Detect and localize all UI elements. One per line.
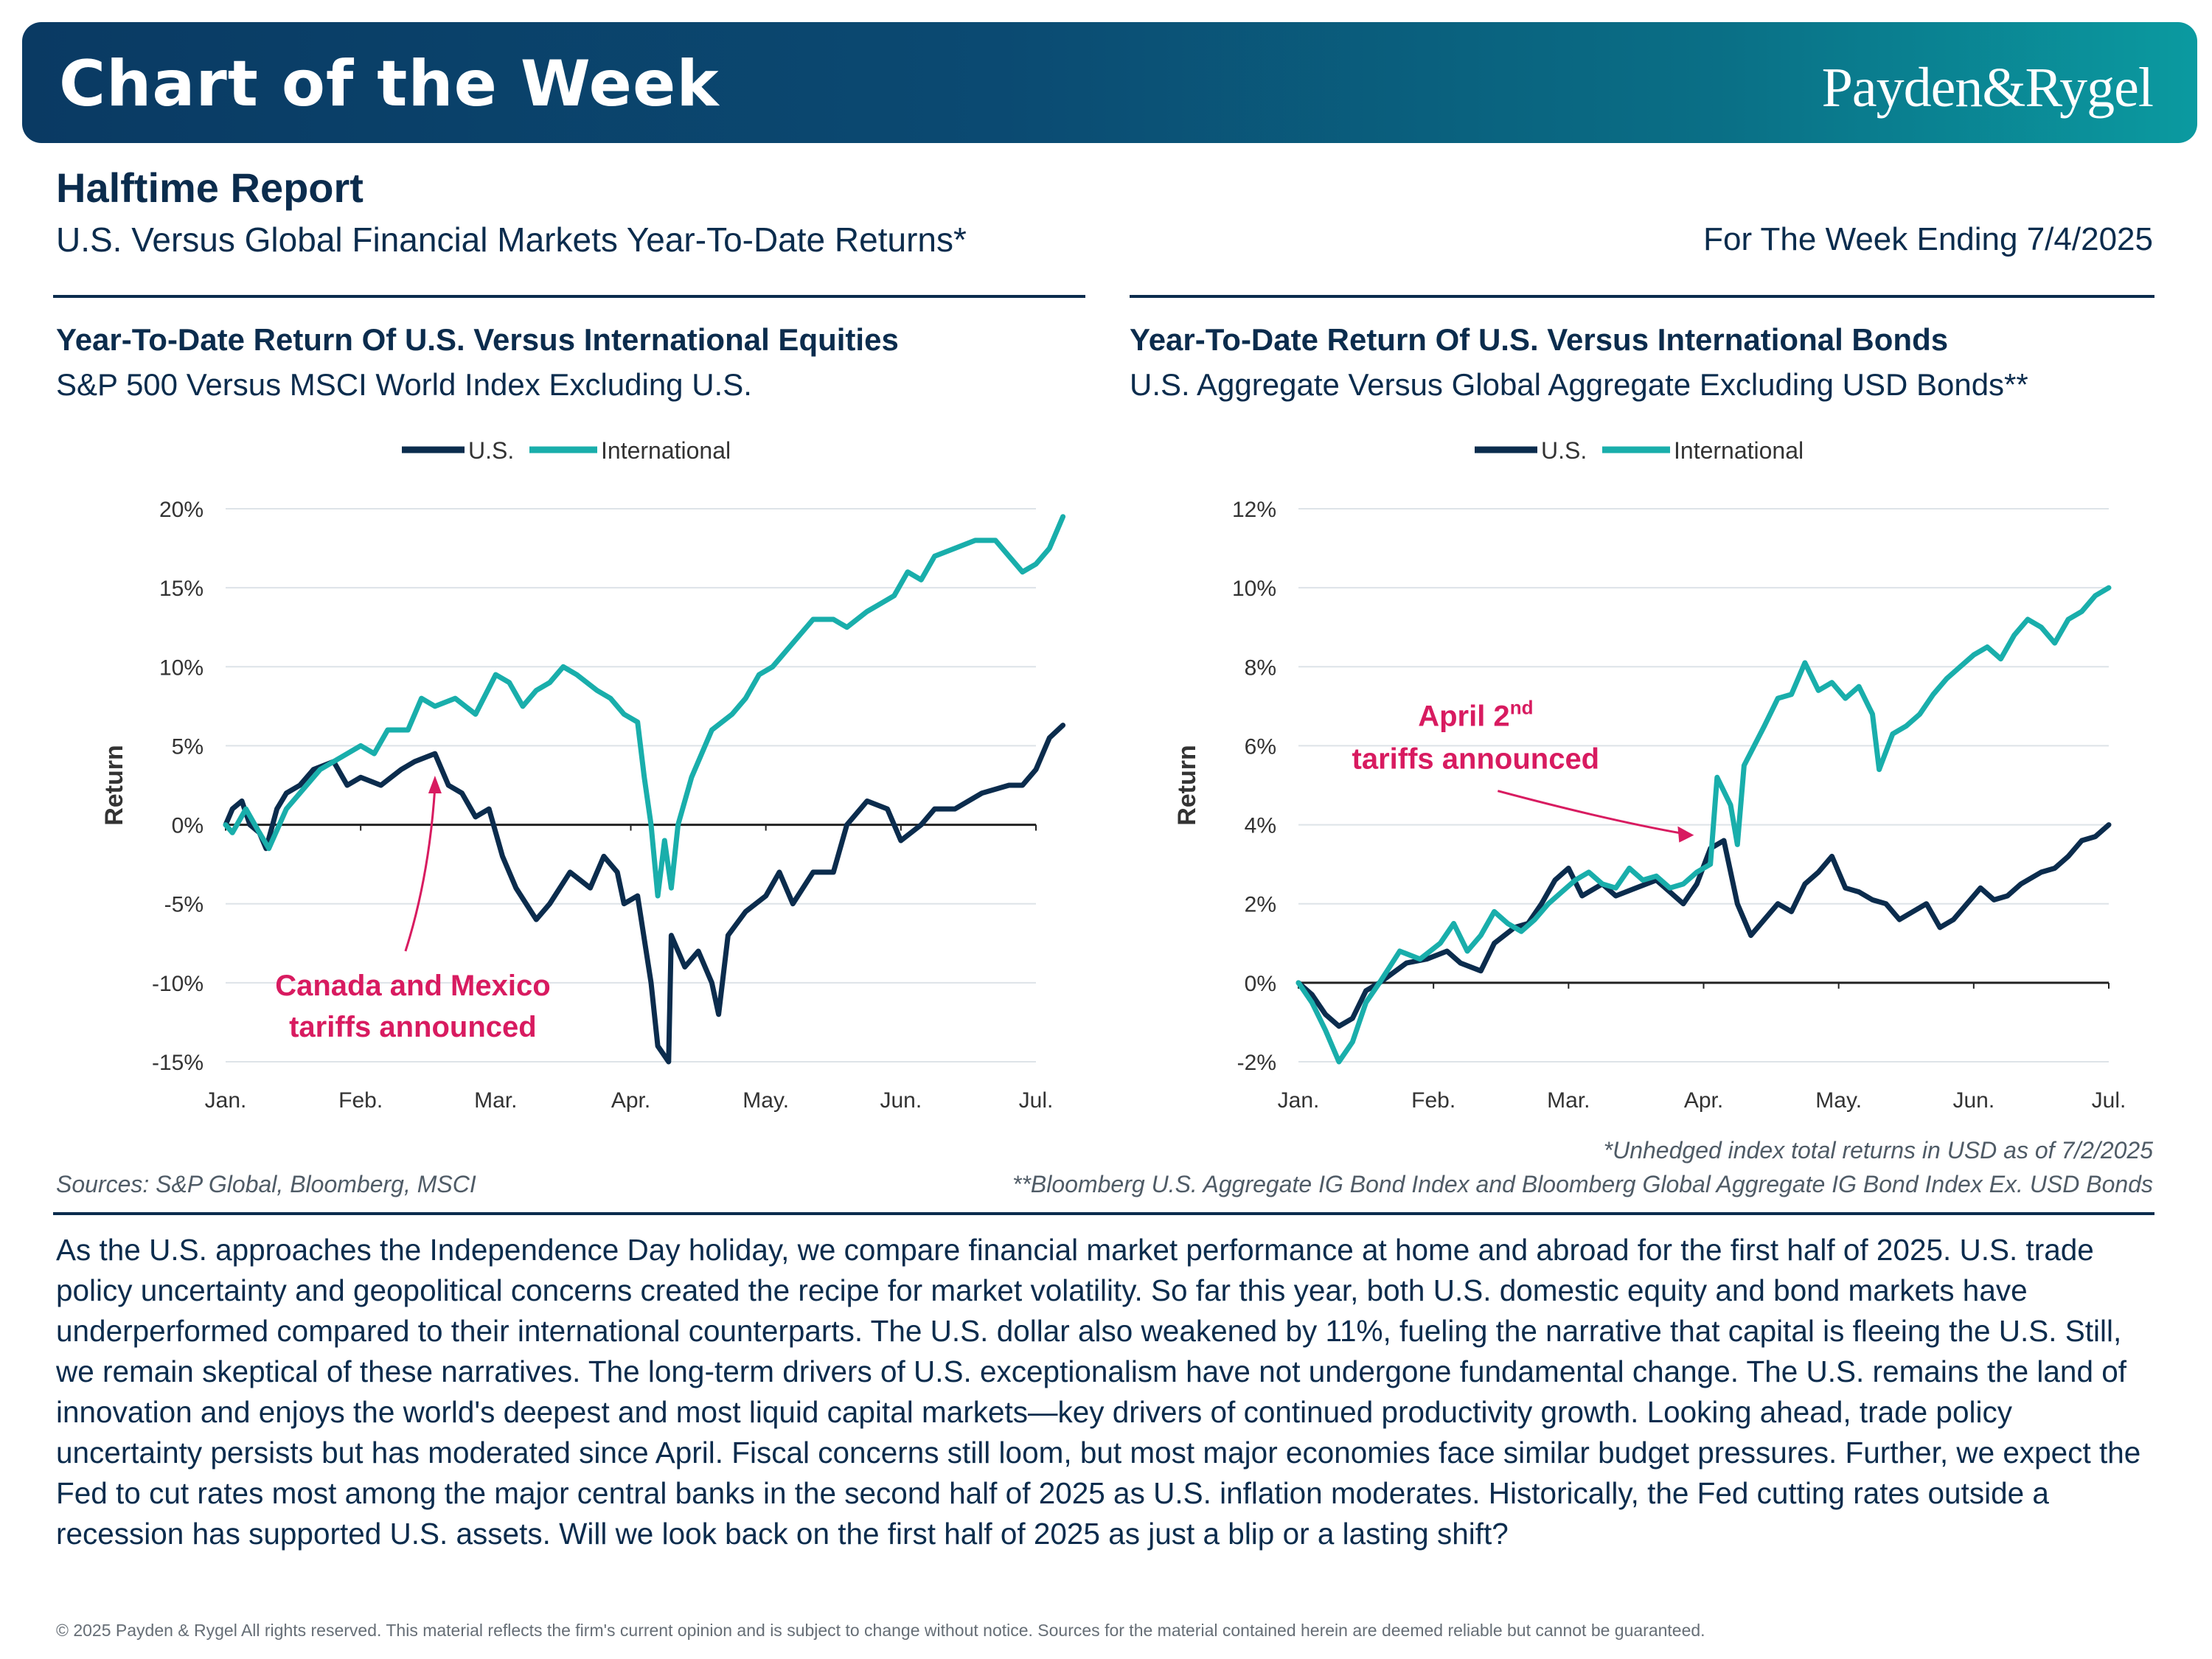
- bonds-xtick-label: Feb.: [1411, 1088, 1455, 1113]
- report-title: Halftime Report: [56, 164, 364, 211]
- equities-annotation-arrowhead: [428, 776, 442, 793]
- bonds-chart-subtitle: U.S. Aggregate Versus Global Aggregate E…: [1130, 367, 2028, 402]
- equities-annotation-line2: tariffs announced: [289, 1011, 537, 1043]
- equities-xtick-label: Feb.: [338, 1088, 383, 1113]
- banner-title: Chart of the Week: [59, 47, 720, 121]
- equities-ytick-label: 10%: [159, 655, 204, 680]
- bonds-ytick-label: 4%: [1245, 814, 1276, 838]
- equities-ytick-label: 15%: [159, 577, 204, 601]
- week-ending-date: For The Week Ending 7/4/2025: [1703, 221, 2153, 257]
- equities-xtick-label: Mar.: [474, 1088, 517, 1113]
- bonds-annotation-superscript: nd: [1510, 697, 1534, 719]
- bonds-xtick-label: Apr.: [1684, 1088, 1723, 1113]
- bonds-xtick-label: Jan.: [1278, 1088, 1320, 1113]
- equities-legend-intl-label: International: [601, 437, 731, 464]
- left-panel-rule: [53, 295, 1085, 298]
- bonds-xtick-label: Jul.: [2092, 1088, 2126, 1113]
- bonds-ytick-label: 2%: [1245, 893, 1276, 917]
- equities-series-international-line: [223, 514, 1066, 899]
- bonds-ytick-label: 6%: [1245, 734, 1276, 759]
- bonds-annotation-line1: April 2nd: [1418, 697, 1533, 733]
- equities-ytick-label: -15%: [152, 1051, 204, 1075]
- bonds-annotation-arrowhead: [1677, 826, 1694, 843]
- bonds-xtick-label: Mar.: [1547, 1088, 1590, 1113]
- bonds-series-international-line: [1295, 585, 2112, 1065]
- bonds-ytick-label: 0%: [1245, 972, 1276, 996]
- bonds-annotation-line2: tariffs announced: [1352, 743, 1600, 776]
- equities-annotation: Canada and Mexico tariffs announced: [275, 776, 551, 1043]
- bonds-ytick-label: 10%: [1232, 577, 1276, 601]
- equities-xtick-label: Jun.: [880, 1088, 922, 1113]
- equities-ytick-label: 5%: [172, 734, 204, 759]
- equities-annotation-line1: Canada and Mexico: [275, 970, 550, 1002]
- bonds-legend-us-label: U.S.: [1541, 437, 1587, 464]
- bonds-series-us-line: [1295, 822, 2112, 1029]
- bonds-ytick-label: 8%: [1245, 655, 1276, 680]
- bonds-annotation: April 2nd tariffs announced: [1352, 697, 1694, 843]
- equities-ylabel: Return: [100, 745, 128, 826]
- equities-xtick-label: Apr.: [611, 1088, 650, 1113]
- sources-note: Sources: S&P Global, Bloomberg, MSCI: [56, 1171, 476, 1197]
- brand-logo: Payden&Rygel: [1821, 57, 2154, 119]
- unhedged-note: *Unhedged index total returns in USD as …: [1603, 1137, 2153, 1164]
- equities-xtick-label: Jul.: [1019, 1088, 1054, 1113]
- bonds-annotation-arrow: [1497, 790, 1684, 835]
- bonds-legend: U.S. International: [1475, 437, 1804, 464]
- equities-chart: U.S. International 20% 15% 10% 5% 0% -5% -10% -15…: [100, 437, 1066, 1113]
- body-rule: [53, 1212, 2154, 1215]
- bonds-ylabel: Return: [1173, 745, 1201, 826]
- right-panel-rule: [1130, 295, 2154, 298]
- bonds-chart-title: Year-To-Date Return Of U.S. Versus Inter…: [1130, 322, 1949, 357]
- equities-ytick-label: 20%: [159, 498, 204, 522]
- bonds-xtick-label: May.: [1815, 1088, 1862, 1113]
- equities-annotation-arrow: [404, 787, 437, 952]
- commentary-text: As the U.S. approaches the Independence …: [56, 1233, 2141, 1551]
- equities-chart-title: Year-To-Date Return Of U.S. Versus Inter…: [56, 322, 899, 357]
- equities-xtick-label: Jan.: [205, 1088, 247, 1113]
- bonds-ytick-label: 12%: [1232, 498, 1276, 522]
- header-banner: Chart of the Week Payden&Rygel: [22, 22, 2197, 143]
- equities-legend-us-label: U.S.: [468, 437, 514, 464]
- equities-ytick-label: 0%: [172, 814, 204, 838]
- equities-ytick-label: -10%: [152, 972, 204, 996]
- bonds-legend-intl-label: International: [1674, 437, 1804, 464]
- equities-legend: U.S. International: [402, 437, 731, 464]
- bonds-xtick-label: Jun.: [1952, 1088, 1994, 1113]
- report-subtitle: U.S. Versus Global Financial Markets Yea…: [56, 220, 967, 259]
- equities-xtick-label: May.: [742, 1088, 789, 1113]
- copyright-footer: © 2025 Payden & Rygel All rights reserve…: [56, 1621, 1705, 1640]
- bonds-ytick-label: -2%: [1237, 1051, 1276, 1075]
- bonds-chart: U.S. International 12% 10% 8% 6% 4% 2% 0% -2%Jan.…: [1173, 437, 2126, 1113]
- equities-ytick-label: -5%: [164, 893, 204, 917]
- bloomberg-note: **Bloomberg U.S. Aggregate IG Bond Index…: [1012, 1171, 2153, 1197]
- equities-chart-subtitle: S&P 500 Versus MSCI World Index Excludin…: [56, 367, 752, 402]
